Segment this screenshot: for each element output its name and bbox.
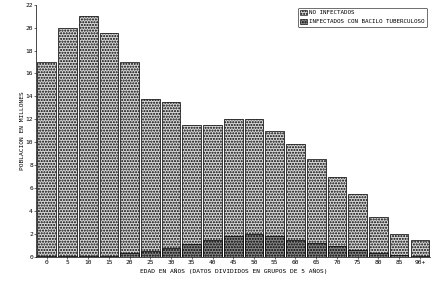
Bar xyxy=(369,217,388,257)
Bar xyxy=(120,62,139,257)
Bar xyxy=(100,255,118,257)
Bar xyxy=(182,125,201,257)
Bar xyxy=(100,33,118,257)
Bar xyxy=(224,119,242,257)
Bar xyxy=(162,102,181,257)
Bar xyxy=(286,239,305,257)
Bar xyxy=(369,253,388,257)
Bar xyxy=(245,119,263,257)
Bar xyxy=(328,246,346,257)
Bar xyxy=(265,131,284,257)
Bar xyxy=(58,256,77,257)
Bar xyxy=(265,236,284,257)
Bar xyxy=(79,256,97,257)
Bar xyxy=(410,239,429,257)
Bar xyxy=(203,239,222,257)
Bar xyxy=(390,255,408,257)
Bar xyxy=(224,236,242,257)
Y-axis label: POBLACION EN MILLONES: POBLACION EN MILLONES xyxy=(20,91,25,170)
Bar xyxy=(307,159,326,257)
Bar xyxy=(348,194,367,257)
Bar xyxy=(328,177,346,257)
Bar xyxy=(162,248,181,257)
Bar xyxy=(58,28,77,257)
Bar xyxy=(79,16,97,257)
Bar xyxy=(141,251,160,257)
Bar xyxy=(141,99,160,257)
Bar xyxy=(245,234,263,257)
Bar xyxy=(390,234,408,257)
Bar xyxy=(203,125,222,257)
Bar xyxy=(307,243,326,257)
Bar xyxy=(286,144,305,257)
Bar xyxy=(410,255,429,257)
Bar xyxy=(120,253,139,257)
Bar xyxy=(37,62,56,257)
Bar xyxy=(348,250,367,257)
X-axis label: EDAD EN AÑOS (DATOS DIVIDIDOS EN GRUPOS DE 5 AÑOS): EDAD EN AÑOS (DATOS DIVIDIDOS EN GRUPOS … xyxy=(139,268,327,274)
Legend: NO INFECTADOS, INFECTADOS CON BACILO TUBERCULOSO: NO INFECTADOS, INFECTADOS CON BACILO TUB… xyxy=(298,8,427,27)
Bar xyxy=(37,256,56,257)
Bar xyxy=(182,244,201,257)
